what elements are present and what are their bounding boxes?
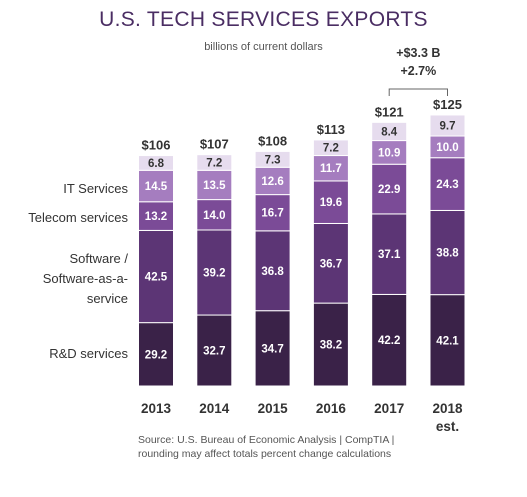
bar-segment bbox=[429, 157, 466, 211]
bar-total-label: $125 bbox=[433, 97, 462, 112]
bar-segment bbox=[196, 169, 233, 201]
bar-value-label: 39.2 bbox=[203, 268, 225, 280]
bar-segment bbox=[371, 293, 408, 387]
bar-value-label: 9.7 bbox=[440, 120, 456, 132]
x-tick-label: 2013 bbox=[141, 401, 172, 416]
bar-segment bbox=[371, 213, 408, 295]
bar-segment bbox=[254, 194, 291, 232]
bar-value-label: 36.8 bbox=[261, 266, 284, 278]
bar-segment bbox=[429, 209, 466, 296]
bar-segment bbox=[196, 229, 233, 316]
x-tick-label: 2014 bbox=[199, 401, 230, 416]
x-tick-sublabel: est. bbox=[436, 419, 459, 434]
x-tick-label: 2016 bbox=[316, 401, 347, 416]
bar-value-label: 42.1 bbox=[436, 335, 459, 347]
bar-value-label: 19.6 bbox=[320, 197, 342, 209]
series-label: R&D services bbox=[49, 346, 128, 361]
bar-value-label: 36.7 bbox=[320, 258, 342, 270]
source-line-2: rounding may affect totals percent chang… bbox=[138, 448, 392, 460]
bar-total-label: $106 bbox=[142, 138, 171, 153]
bar-segment bbox=[196, 314, 233, 387]
bar-total-label: $121 bbox=[375, 104, 404, 119]
bar-value-label: 38.8 bbox=[436, 248, 459, 260]
bar-segment bbox=[429, 114, 466, 137]
series-label: IT Services bbox=[63, 181, 128, 196]
x-tick-label: 2015 bbox=[258, 401, 289, 416]
bar-total-label: $113 bbox=[317, 122, 345, 137]
series-label: Software / bbox=[69, 251, 128, 266]
bar-segment bbox=[138, 229, 174, 324]
bar-value-label: 14.5 bbox=[145, 181, 168, 193]
bar-value-label: 7.2 bbox=[206, 157, 222, 169]
bar-segment bbox=[138, 155, 174, 171]
chart-title: U.S. TECH SERVICES EXPORTS bbox=[99, 8, 428, 31]
bar-value-label: 7.3 bbox=[265, 154, 281, 166]
series-label: Software-as-a- bbox=[43, 271, 128, 286]
bar-value-label: 14.0 bbox=[203, 210, 225, 222]
bar-value-label: 10.9 bbox=[378, 147, 400, 159]
bar-value-label: 38.2 bbox=[320, 340, 342, 352]
bar-segment bbox=[312, 155, 349, 182]
bar-value-label: 42.5 bbox=[145, 272, 168, 284]
source-note: Source: U.S. Bureau of Economic Analysis… bbox=[138, 433, 394, 461]
bar-value-label: 37.1 bbox=[378, 249, 401, 261]
bar-value-label: 13.2 bbox=[145, 211, 167, 223]
bar-segment bbox=[254, 310, 291, 387]
bar-value-label: 24.3 bbox=[436, 179, 458, 191]
bar-segment bbox=[138, 201, 174, 231]
bar-total-label: $108 bbox=[258, 133, 287, 148]
bar-value-label: 32.7 bbox=[203, 346, 225, 358]
bar-value-label: 16.7 bbox=[261, 208, 283, 220]
chart-subtitle: billions of current dollars bbox=[204, 41, 323, 53]
annotation-change-percent: +2.7% bbox=[400, 64, 436, 78]
bar-value-label: 22.9 bbox=[378, 184, 400, 196]
bar-value-label: 8.4 bbox=[381, 126, 398, 138]
bar-value-label: 7.2 bbox=[323, 143, 339, 155]
bar-value-label: 34.7 bbox=[261, 343, 283, 355]
bar-segment bbox=[196, 154, 233, 171]
bar-total-label: $107 bbox=[200, 137, 229, 152]
bar-segment bbox=[312, 139, 349, 157]
bar-value-label: 29.2 bbox=[145, 349, 167, 361]
x-tick-label: 2017 bbox=[374, 401, 404, 416]
bar-value-label: 6.8 bbox=[148, 158, 165, 170]
annotation-bracket bbox=[388, 88, 448, 96]
annotation-change-amount: +$3.3 B bbox=[396, 46, 440, 60]
bar-segment bbox=[371, 121, 408, 142]
bar-segment bbox=[196, 199, 233, 231]
source-line-1: Source: U.S. Bureau of Economic Analysis… bbox=[138, 434, 395, 446]
bar-value-label: 13.5 bbox=[203, 180, 226, 192]
bar-segment bbox=[371, 163, 408, 215]
bar-segment bbox=[138, 322, 174, 387]
bar-value-label: 12.6 bbox=[261, 176, 283, 188]
bar-segment bbox=[254, 150, 291, 168]
bar-value-label: 11.7 bbox=[320, 163, 342, 175]
x-tick-label: 2018 bbox=[432, 401, 463, 416]
series-label: Telecom services bbox=[28, 210, 128, 225]
bar-value-label: 42.2 bbox=[378, 335, 400, 347]
series-label: service bbox=[87, 291, 128, 306]
bar-value-label: 10.0 bbox=[436, 142, 458, 154]
bar-segment bbox=[429, 294, 466, 387]
bar-segment bbox=[254, 166, 291, 196]
